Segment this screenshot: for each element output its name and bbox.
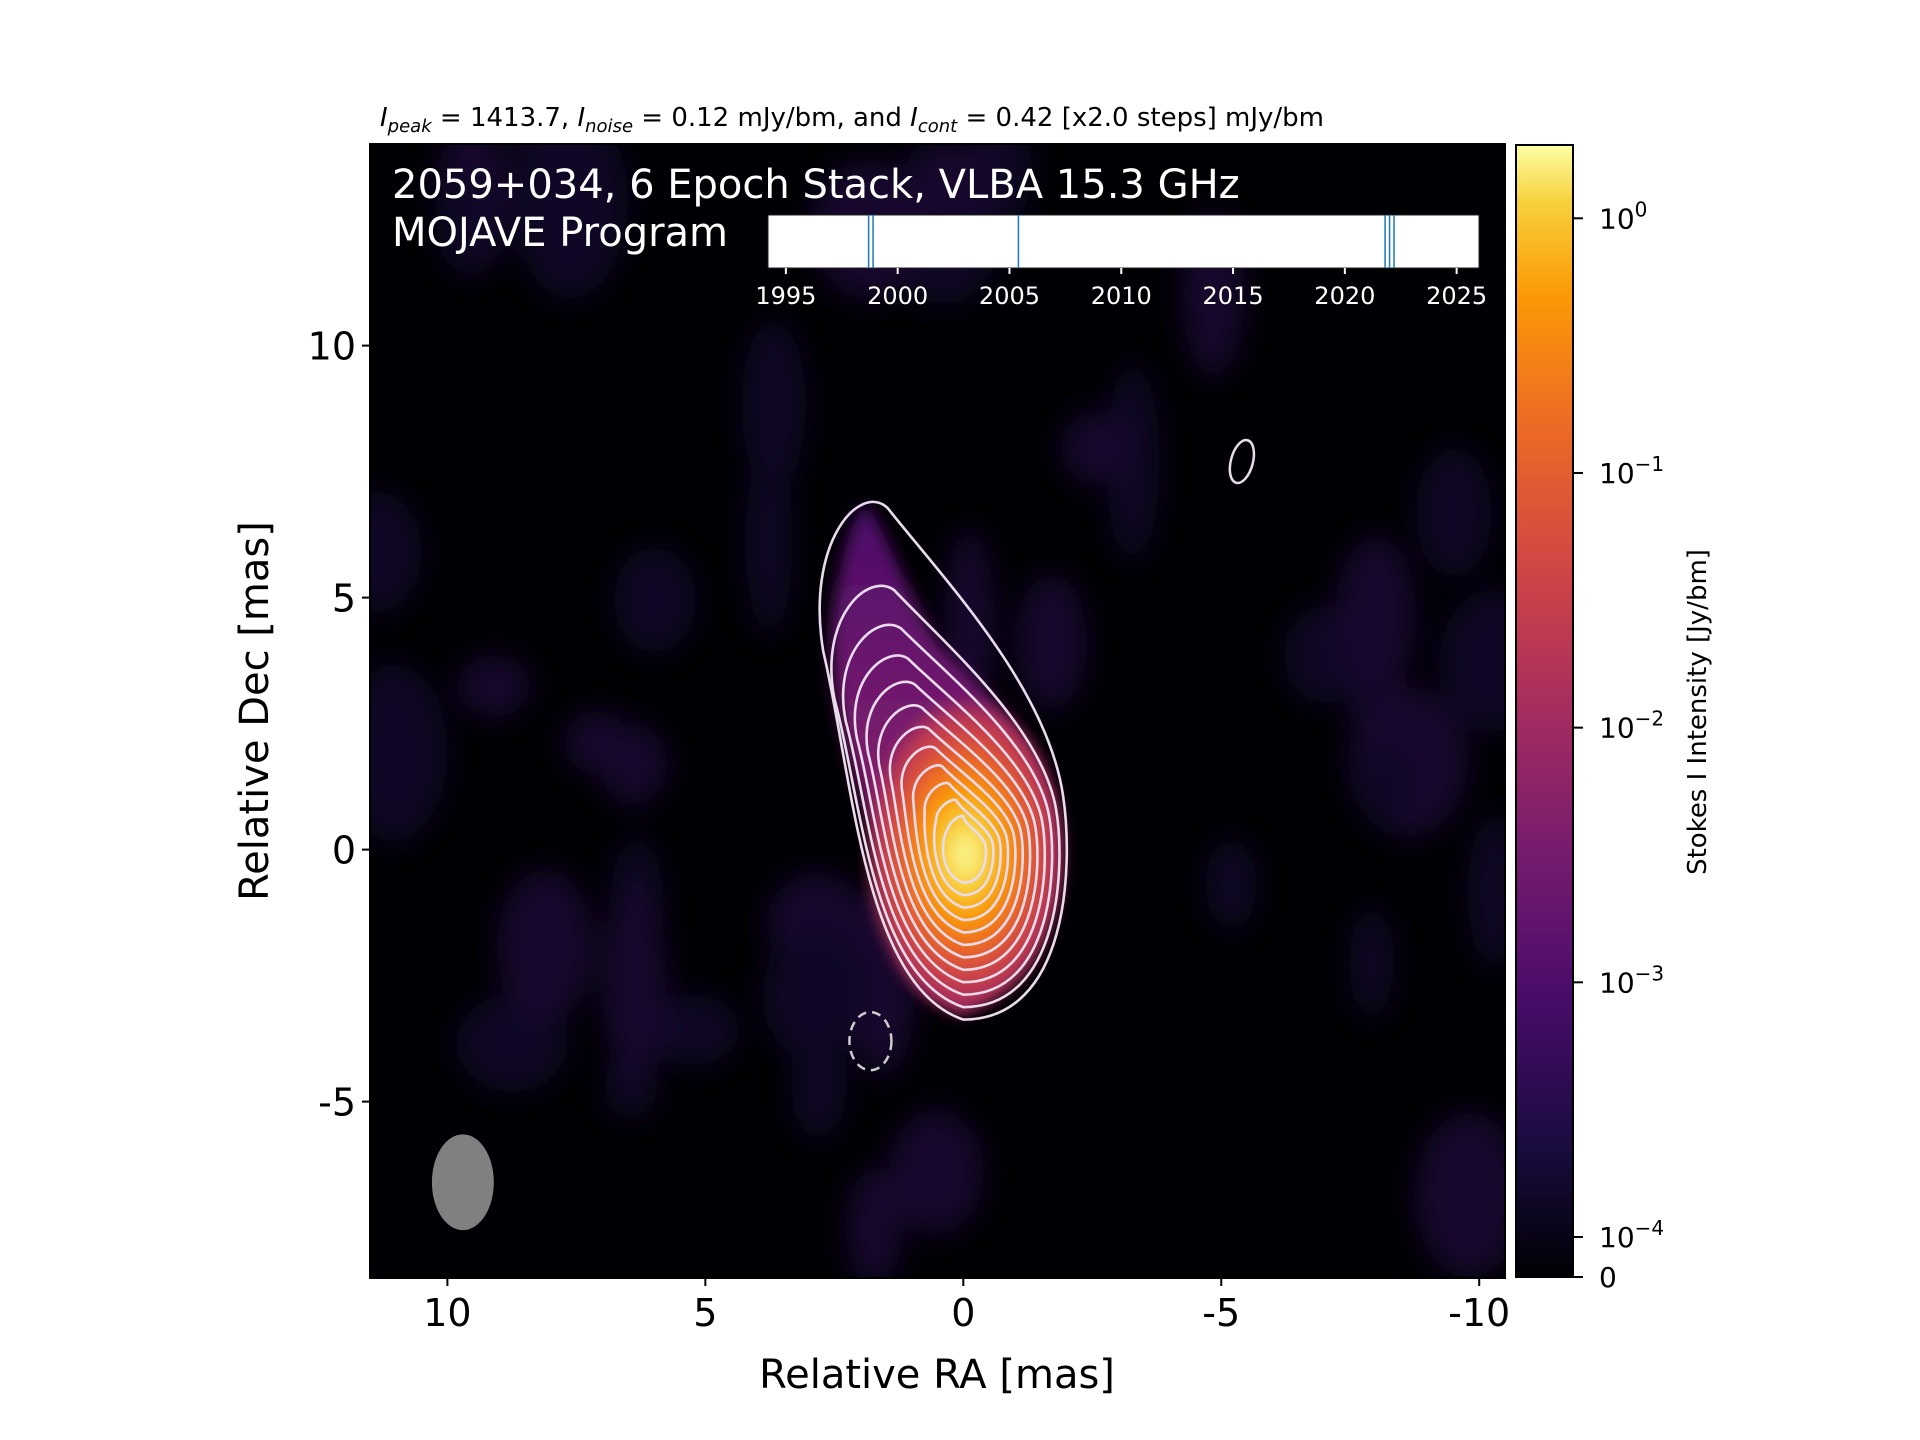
noise-blob [511, 144, 602, 181]
contour-level [853, 654, 1047, 984]
noise-blob [1349, 906, 1394, 1019]
epoch-timeline: 1995 2000 2005 2010 2015 2020 2025 [755, 214, 1487, 310]
noise-blob [889, 1109, 984, 1234]
peak-value: = 1413.7, [432, 103, 578, 133]
background-noise [370, 144, 1505, 1278]
timeline-tick-label: 2010 [1091, 282, 1152, 310]
y-tick-label: 5 [332, 577, 356, 621]
noise-blob [602, 889, 667, 1077]
noise-blob [763, 930, 866, 1061]
noise-blob [436, 170, 492, 273]
noise-blob [1105, 363, 1160, 562]
colorbar-tick-label: 10−1 [1599, 452, 1664, 490]
noise-blob [512, 144, 628, 299]
y-axis-label: Relative Dec [mas] [232, 521, 278, 901]
header-stats: Ipeak = 1413.7, Inoise = 0.12 mJy/bm, an… [380, 103, 1324, 137]
noise-blob [1016, 574, 1087, 711]
x-tick-label: 0 [951, 1291, 975, 1335]
cont-sub: cont [918, 116, 958, 137]
noise-blob [646, 994, 740, 1066]
contour-level [888, 725, 1025, 947]
contour-level [865, 680, 1039, 972]
noise-blob [1361, 747, 1409, 830]
contour-level [876, 704, 1032, 959]
peak-sub: peak [387, 116, 434, 137]
colorbar-gradient [1515, 144, 1574, 1278]
noise-symbol: I [577, 103, 585, 133]
noise-blob [1439, 590, 1505, 733]
timeline-tick-label: 2025 [1426, 282, 1487, 310]
colorbar-tick-label: 10−4 [1599, 1216, 1664, 1254]
map-frame [369, 143, 1506, 1279]
noise-blob [1416, 447, 1492, 578]
isolated-contour [1228, 438, 1256, 485]
noise-blob [791, 1031, 846, 1140]
intensity-map: 10 5 0 -5 -10 10 5 0 -5 [308, 143, 1510, 1335]
x-axis-label: Relative RA [mas] [759, 1352, 1115, 1398]
timeline-box [767, 214, 1480, 269]
map-title: 2059+034, 6 Epoch Stack, VLBA 15.3 GHz [392, 162, 1240, 208]
colorbar: 100 10−1 10−2 10−3 10−4 0 Stokes I Intensity … [1515, 144, 1713, 1294]
colorbar-label: Stokes I Intensity [Jy/bm] [1683, 549, 1713, 875]
noise-blob [1335, 536, 1416, 695]
x-tick-label: 5 [693, 1291, 717, 1335]
noise-blob [1061, 412, 1130, 484]
contour-level [818, 500, 1069, 1021]
y-tick-label: 0 [332, 829, 356, 873]
contour-level [932, 798, 995, 897]
x-axis-ticks: 10 5 0 -5 -10 [423, 1278, 1510, 1335]
colorbar-tick-label: 100 [1599, 197, 1647, 235]
noise-blob [1205, 838, 1257, 930]
noise-blob [918, 144, 990, 227]
colorbar-tick-label: 10−3 [1599, 961, 1664, 999]
timeline-tick-label: 2015 [1203, 282, 1264, 310]
y-axis-ticks: 10 5 0 -5 [308, 325, 370, 1125]
contour-lines [818, 438, 1256, 1072]
x-tick-label: 10 [423, 1291, 471, 1335]
cont-symbol: I [910, 103, 918, 133]
noise-blob [741, 319, 806, 491]
colorbar-tick-label: 0 [1599, 1261, 1617, 1294]
timeline-tick-label: 2000 [867, 282, 928, 310]
contour-level [900, 745, 1017, 934]
x-tick-label: -10 [1448, 1291, 1510, 1335]
x-tick-label: -5 [1202, 1291, 1240, 1335]
noise-blob [846, 1168, 902, 1278]
noise-blob [746, 446, 793, 636]
timeline-tick-label: 1995 [755, 282, 816, 310]
noise-blob [1414, 1112, 1505, 1278]
timeline-tick-label: 2020 [1314, 282, 1375, 310]
noise-blob [614, 546, 695, 654]
contour-level [830, 584, 1061, 1009]
noise-blob [370, 491, 422, 613]
colorbar-ticks: 100 10−1 10−2 10−3 10−4 0 [1573, 197, 1664, 1294]
y-tick-label: 10 [308, 325, 356, 369]
y-tick-label: -5 [318, 1081, 356, 1125]
noise-value: = 0.12 mJy/bm, and [633, 103, 910, 133]
map-subtitle: MOJAVE Program [392, 210, 728, 256]
noise-blob [564, 710, 630, 774]
noise-sub: noise [585, 116, 633, 137]
timeline-tick-label: 2005 [979, 282, 1040, 310]
negative-contour [848, 1010, 893, 1072]
epoch-lines [867, 215, 1395, 268]
cont-value: = 0.42 [x2.0 steps] mJy/bm [957, 103, 1324, 133]
contour-level [923, 781, 1002, 909]
noise-blob [1468, 813, 1505, 969]
noise-blob [497, 869, 594, 1022]
noise-blob [457, 655, 531, 717]
contour-level [841, 623, 1054, 996]
peak-symbol: I [380, 103, 388, 133]
contour-level [941, 814, 988, 884]
timeline-ticks: 1995 2000 2005 2010 2015 2020 2025 [755, 268, 1487, 310]
beam-ellipse [431, 1134, 494, 1231]
colorbar-tick-label: 10−2 [1599, 707, 1664, 745]
noise-blob [370, 664, 447, 843]
contour-level [911, 764, 1010, 922]
